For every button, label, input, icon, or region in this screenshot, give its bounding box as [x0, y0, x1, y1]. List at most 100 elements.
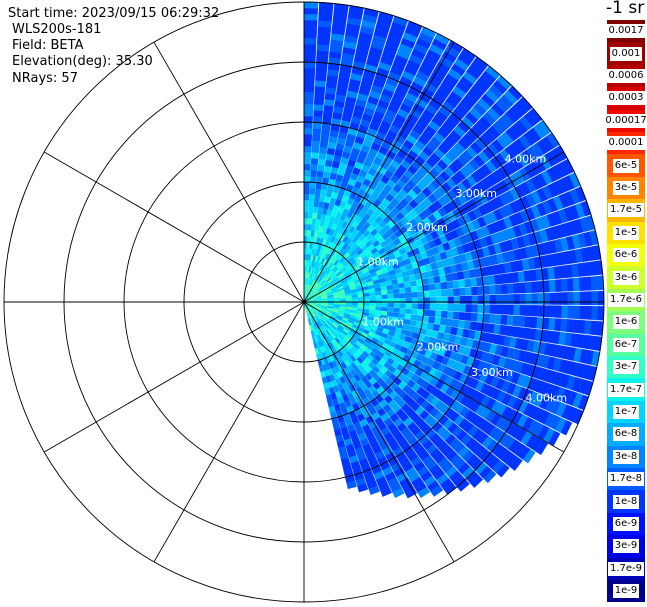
colorbar-cell: 1.7e-7 — [607, 378, 645, 401]
gate-cell — [446, 311, 454, 320]
gate-cell — [398, 287, 406, 294]
ring-label-upper-4: 4.00km — [505, 152, 547, 165]
gate-cell — [471, 304, 479, 313]
colorbar-cell: 0.00017 — [603, 109, 647, 132]
ray-sectors — [303, 1, 605, 499]
ray-38 — [303, 301, 584, 425]
gate-cell — [590, 276, 598, 291]
ray-48 — [303, 301, 457, 495]
ray-53 — [303, 301, 393, 497]
gate-cell — [554, 279, 562, 292]
colorbar-label: 6e-8 — [612, 427, 640, 442]
gate-cell — [423, 309, 430, 317]
gate-cell — [303, 217, 309, 225]
ray-56 — [303, 301, 357, 490]
gate-cell — [314, 80, 326, 88]
gate-cell — [524, 316, 532, 328]
gate-cell — [513, 282, 520, 294]
gate-cell — [309, 187, 316, 195]
gate-cell — [524, 281, 532, 294]
ring-label-upper-3: 3.00km — [455, 187, 497, 200]
gate-cell — [410, 286, 418, 293]
colorbar-label: 1e-7 — [612, 404, 640, 419]
gate-cell — [531, 293, 539, 305]
gate-cell — [312, 128, 322, 135]
gate-cell — [309, 175, 317, 183]
gate-cell — [477, 295, 485, 305]
instrument-label: WLS200s-181 — [12, 22, 102, 37]
gate-cell — [483, 304, 491, 314]
ray-4 — [303, 8, 379, 303]
colorbar-label: 3e-6 — [612, 270, 640, 285]
gate-cell — [434, 310, 442, 318]
gate-cell — [416, 285, 424, 292]
colorbar-cell: 1e-5 — [607, 221, 645, 244]
colorbar-label: 1e-9 — [612, 584, 640, 599]
gate-cell — [346, 480, 357, 490]
gate-cell — [434, 317, 442, 325]
colorbar-cell: 1.7e-8 — [607, 468, 645, 491]
gate-cell — [522, 449, 536, 464]
gate-cell — [303, 115, 313, 123]
gate-cell — [441, 289, 449, 297]
gate-cell — [459, 287, 467, 296]
gate-cell — [312, 122, 322, 130]
gate-cell — [440, 310, 448, 319]
gate-cell — [311, 140, 321, 147]
gate-cell — [549, 292, 557, 305]
gate-cell — [315, 74, 327, 82]
gate-cell — [405, 308, 412, 315]
gate-cell — [429, 303, 437, 311]
colorbar-label: 1e-8 — [612, 494, 640, 509]
gate-cell — [507, 283, 514, 294]
gate-cell — [317, 32, 331, 40]
gate-cell — [513, 293, 521, 305]
gate-cell — [464, 312, 472, 322]
gate-cell — [318, 152, 327, 160]
gate-cell — [483, 295, 491, 305]
gate-cell — [320, 189, 327, 197]
ray-34 — [303, 301, 600, 367]
gate-cell — [369, 306, 377, 311]
gate-cell — [458, 279, 466, 288]
gate-cell — [317, 38, 331, 46]
ring-label-lower-3: 3.00km — [471, 366, 513, 379]
gate-cell — [317, 158, 326, 166]
field-label: Field: BETA — [12, 38, 84, 53]
ray-25 — [303, 215, 596, 303]
gate-cell — [434, 282, 442, 291]
colorbar-label: 1e-6 — [612, 315, 640, 330]
colorbar-label: 0.0001 — [606, 136, 646, 151]
gate-cell — [307, 223, 312, 231]
gate-cell — [310, 170, 318, 177]
gate-cell — [303, 103, 314, 111]
gate-cell — [566, 278, 574, 292]
gate-cell — [578, 277, 586, 291]
gate-cell — [369, 295, 377, 300]
gate-cell — [555, 292, 563, 305]
gate-cell — [489, 294, 497, 305]
gate-cell — [471, 286, 479, 296]
gate-cell — [428, 283, 436, 291]
gate-cell — [386, 284, 394, 291]
colorbar-label: 0.0017 — [606, 24, 646, 39]
ray-54 — [303, 301, 380, 495]
ring-label-upper-2: 2.00km — [406, 221, 448, 234]
gate-cell — [447, 288, 455, 297]
colorbar-label: 0.0006 — [606, 68, 646, 83]
gate-cell — [489, 284, 496, 295]
ray-0 — [303, 1, 319, 303]
gate-cell — [311, 152, 319, 159]
azimuth-spokes — [4, 2, 604, 602]
ray-14 — [303, 75, 512, 303]
gate-cell — [403, 281, 412, 288]
ray-40 — [303, 301, 561, 446]
gate-cell — [303, 37, 317, 45]
ray-43 — [303, 301, 523, 471]
gate-cell — [317, 26, 332, 34]
gate-cell — [303, 145, 312, 153]
gate-cell — [530, 281, 538, 293]
gate-cell — [393, 303, 401, 309]
gate-cell — [501, 294, 509, 305]
gate-cell — [399, 303, 407, 309]
